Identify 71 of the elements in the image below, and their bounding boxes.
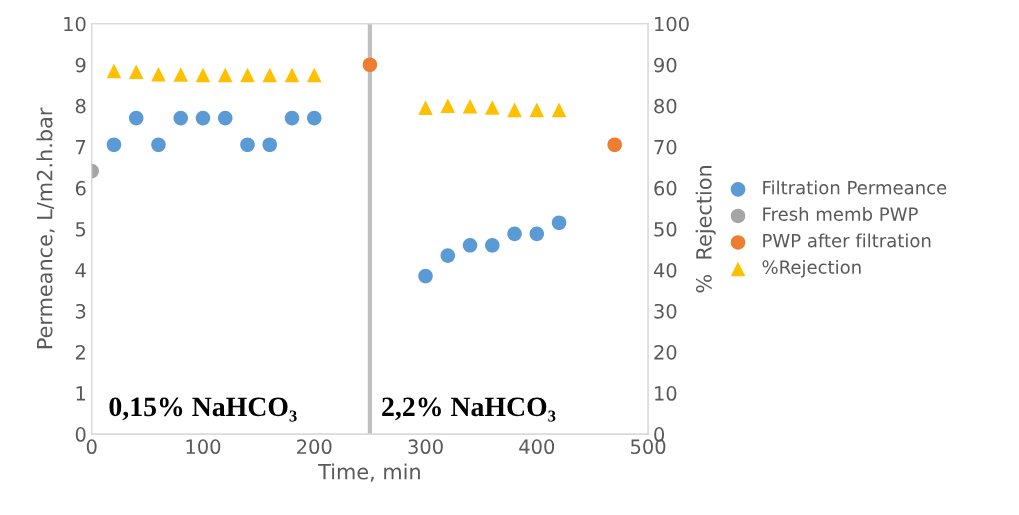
point bbox=[217, 110, 233, 126]
y-tick-label: 1 bbox=[76, 386, 86, 401]
y-tick-label: 4 bbox=[75, 263, 86, 278]
y2-tick-label: 20 bbox=[654, 345, 677, 360]
y2-tick-label: 100 bbox=[655, 16, 689, 32]
y-axis-title: Permeance, L/m2.h.bar bbox=[36, 107, 55, 349]
point bbox=[128, 64, 144, 79]
legend-label: %Rejection bbox=[762, 259, 861, 278]
y-tick-label: 0 bbox=[75, 427, 86, 442]
point bbox=[485, 100, 500, 115]
point bbox=[195, 67, 211, 83]
point bbox=[128, 110, 144, 126]
x-tick-label: 400 bbox=[519, 439, 555, 455]
point bbox=[284, 110, 300, 126]
y-tick-label: 6 bbox=[75, 180, 86, 196]
x-tick-label: 200 bbox=[297, 439, 332, 455]
point bbox=[607, 137, 622, 153]
point bbox=[284, 67, 300, 83]
point bbox=[507, 102, 522, 118]
point bbox=[240, 67, 255, 83]
y2-tick-label: 10 bbox=[655, 386, 677, 401]
point bbox=[462, 238, 478, 253]
point bbox=[507, 226, 522, 242]
y-tick-label: 3 bbox=[75, 303, 86, 319]
point bbox=[195, 110, 211, 126]
x-tick-label: 0 bbox=[86, 439, 97, 455]
y2-tick-label: 70 bbox=[654, 139, 677, 155]
point bbox=[151, 66, 166, 82]
legend-label: PWP after filtration bbox=[763, 233, 931, 248]
point bbox=[418, 268, 433, 284]
point bbox=[551, 215, 567, 231]
point bbox=[262, 137, 278, 153]
y2-tick-label: 30 bbox=[654, 303, 677, 319]
point bbox=[485, 238, 500, 253]
point bbox=[362, 57, 378, 73]
y-tick-label: 2 bbox=[75, 345, 85, 360]
point bbox=[173, 110, 189, 126]
y2-tick-label: 90 bbox=[654, 57, 677, 73]
y2-tick-label: 50 bbox=[654, 221, 677, 237]
point bbox=[440, 98, 456, 114]
point bbox=[306, 110, 322, 126]
point bbox=[151, 137, 166, 153]
y-tick-label: 10 bbox=[64, 16, 86, 32]
point bbox=[529, 226, 545, 242]
y2-axis-title: % Rejection bbox=[695, 166, 716, 293]
annotation: 2,2% NaHCO₃ bbox=[382, 397, 556, 422]
y-tick-label: 9 bbox=[75, 57, 86, 73]
x-tick-label: 300 bbox=[408, 439, 443, 455]
y-tick-label: 5 bbox=[75, 222, 86, 237]
point bbox=[240, 137, 255, 153]
y-tick-label: 8 bbox=[75, 98, 86, 114]
point bbox=[106, 63, 122, 79]
point bbox=[262, 67, 278, 83]
y-tick-label: 7 bbox=[76, 140, 86, 155]
y2-tick-label: 80 bbox=[654, 98, 677, 114]
point bbox=[306, 67, 322, 83]
point bbox=[173, 67, 189, 82]
x-axis-title: Time, min bbox=[318, 463, 420, 482]
point bbox=[106, 137, 122, 153]
y2-tick-label: 60 bbox=[654, 180, 677, 196]
point bbox=[551, 102, 567, 118]
y2-tick-label: 40 bbox=[653, 262, 677, 278]
x-tick-label: 100 bbox=[186, 439, 221, 455]
point bbox=[529, 102, 545, 118]
point bbox=[440, 248, 456, 263]
point bbox=[418, 100, 433, 116]
point bbox=[462, 98, 478, 114]
legend-label: Fresh memb PWP bbox=[763, 206, 918, 221]
point bbox=[217, 67, 233, 83]
legend-label: Filtration Permeance bbox=[763, 180, 947, 195]
annotation: 0,15% NaHCO₃ bbox=[109, 397, 297, 422]
